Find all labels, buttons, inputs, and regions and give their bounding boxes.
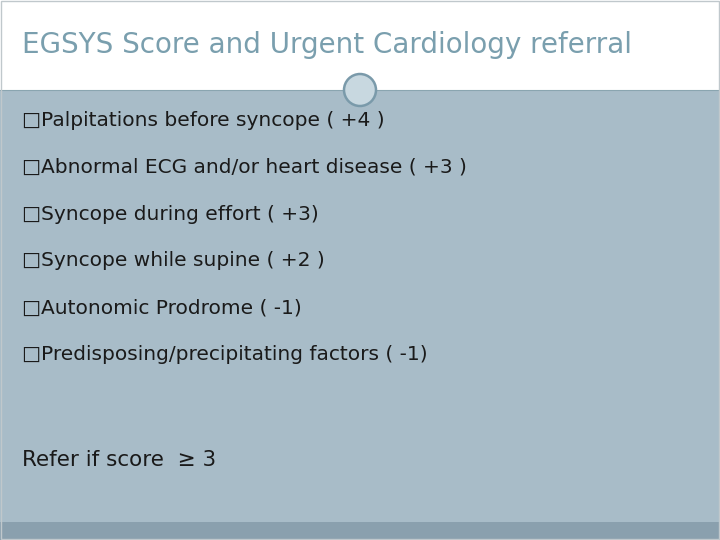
Text: □Predisposing/precipitating factors ( -1): □Predisposing/precipitating factors ( -1… <box>22 346 428 365</box>
Text: Refer if score  ≥ 3: Refer if score ≥ 3 <box>22 450 216 470</box>
Text: □Palpitations before syncope ( +4 ): □Palpitations before syncope ( +4 ) <box>22 111 384 130</box>
FancyBboxPatch shape <box>0 522 720 540</box>
Text: EGSYS Score and Urgent Cardiology referral: EGSYS Score and Urgent Cardiology referr… <box>22 31 632 59</box>
FancyBboxPatch shape <box>0 0 720 90</box>
Circle shape <box>344 74 376 106</box>
Text: □Autonomic Prodrome ( -1): □Autonomic Prodrome ( -1) <box>22 299 302 318</box>
Text: □Abnormal ECG and/or heart disease ( +3 ): □Abnormal ECG and/or heart disease ( +3 … <box>22 158 467 177</box>
Text: □Syncope while supine ( +2 ): □Syncope while supine ( +2 ) <box>22 252 325 271</box>
Text: □Syncope during effort ( +3): □Syncope during effort ( +3) <box>22 205 319 224</box>
FancyBboxPatch shape <box>0 90 720 522</box>
